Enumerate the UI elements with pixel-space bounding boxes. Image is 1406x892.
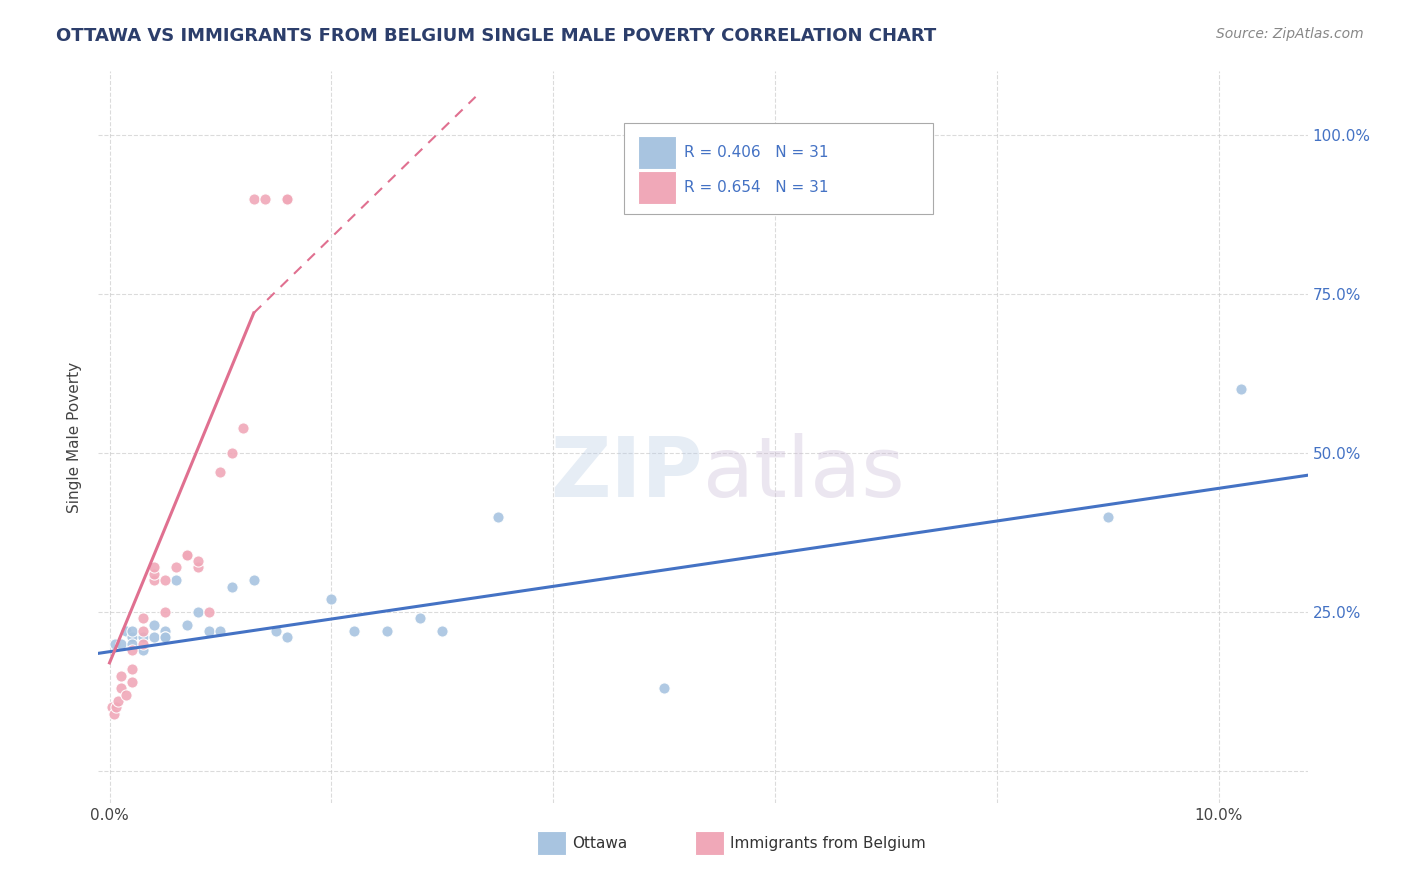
Point bbox=[409, 611, 432, 625]
Point bbox=[153, 605, 176, 619]
Point bbox=[232, 420, 254, 434]
Point bbox=[105, 700, 128, 714]
Point bbox=[253, 192, 276, 206]
Point bbox=[121, 675, 143, 690]
Point bbox=[209, 465, 232, 479]
Point bbox=[1097, 509, 1119, 524]
Point bbox=[276, 192, 298, 206]
Text: Source: ZipAtlas.com: Source: ZipAtlas.com bbox=[1216, 27, 1364, 41]
Point bbox=[121, 631, 143, 645]
Point bbox=[652, 681, 675, 696]
FancyBboxPatch shape bbox=[638, 171, 676, 204]
Point bbox=[121, 624, 143, 638]
Point bbox=[321, 592, 343, 607]
Point bbox=[486, 509, 509, 524]
Point bbox=[142, 617, 165, 632]
FancyBboxPatch shape bbox=[695, 830, 724, 855]
Point bbox=[153, 631, 176, 645]
Point bbox=[107, 694, 129, 708]
Point bbox=[242, 573, 264, 587]
Point bbox=[142, 566, 165, 581]
Point bbox=[132, 624, 155, 638]
Point bbox=[153, 631, 176, 645]
Point bbox=[187, 605, 209, 619]
Point bbox=[142, 573, 165, 587]
Point bbox=[264, 624, 287, 638]
FancyBboxPatch shape bbox=[624, 122, 932, 214]
Point bbox=[176, 548, 198, 562]
Point bbox=[209, 624, 232, 638]
Point bbox=[221, 446, 243, 460]
Point bbox=[187, 560, 209, 574]
Point bbox=[115, 688, 138, 702]
Point bbox=[142, 560, 165, 574]
Point bbox=[221, 580, 243, 594]
Point bbox=[242, 192, 264, 206]
Point bbox=[110, 637, 132, 651]
Point bbox=[1230, 383, 1253, 397]
Point bbox=[176, 617, 198, 632]
Text: Immigrants from Belgium: Immigrants from Belgium bbox=[730, 836, 925, 851]
FancyBboxPatch shape bbox=[638, 136, 676, 169]
Point bbox=[121, 637, 143, 651]
Point bbox=[142, 631, 165, 645]
Point bbox=[153, 624, 176, 638]
Point bbox=[198, 605, 221, 619]
Point bbox=[153, 573, 176, 587]
Point bbox=[104, 637, 127, 651]
Point bbox=[375, 624, 398, 638]
Point bbox=[342, 624, 364, 638]
Point bbox=[110, 668, 132, 682]
Point bbox=[132, 631, 155, 645]
Point bbox=[276, 192, 298, 206]
Y-axis label: Single Male Poverty: Single Male Poverty bbox=[67, 361, 83, 513]
Point bbox=[276, 631, 298, 645]
Point bbox=[165, 573, 187, 587]
Text: Ottawa: Ottawa bbox=[572, 836, 627, 851]
Text: atlas: atlas bbox=[703, 434, 904, 514]
Point bbox=[132, 611, 155, 625]
Point bbox=[187, 554, 209, 568]
Point bbox=[165, 560, 187, 574]
Text: ZIP: ZIP bbox=[551, 434, 703, 514]
Point bbox=[132, 643, 155, 657]
Point bbox=[132, 637, 155, 651]
Point bbox=[198, 624, 221, 638]
Point bbox=[432, 624, 454, 638]
Point bbox=[121, 643, 143, 657]
Text: OTTAWA VS IMMIGRANTS FROM BELGIUM SINGLE MALE POVERTY CORRELATION CHART: OTTAWA VS IMMIGRANTS FROM BELGIUM SINGLE… bbox=[56, 27, 936, 45]
Point bbox=[100, 700, 122, 714]
Text: R = 0.654   N = 31: R = 0.654 N = 31 bbox=[683, 180, 828, 195]
Text: R = 0.406   N = 31: R = 0.406 N = 31 bbox=[683, 145, 828, 160]
Point bbox=[110, 681, 132, 696]
FancyBboxPatch shape bbox=[537, 830, 567, 855]
Point bbox=[103, 706, 125, 721]
Point bbox=[115, 624, 138, 638]
Point bbox=[176, 548, 198, 562]
Point bbox=[121, 662, 143, 676]
